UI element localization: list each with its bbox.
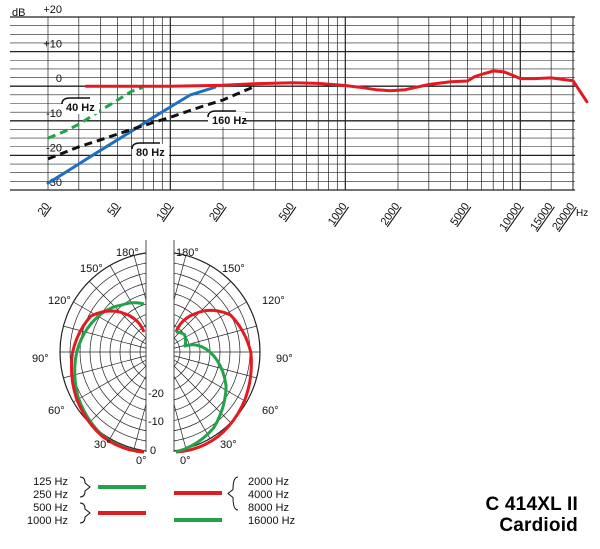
annotation-label: 160 Hz bbox=[212, 115, 247, 127]
x-tick-label: 100 bbox=[154, 201, 174, 223]
annotation-box bbox=[62, 99, 99, 114]
polar-spoke bbox=[73, 351, 161, 403]
y-tick-label: -20 bbox=[46, 142, 62, 154]
polar-angle-label: 60° bbox=[262, 405, 279, 417]
legend-brace bbox=[79, 476, 91, 498]
polar-radial-label: -20 bbox=[148, 388, 164, 400]
annotation-label: 40 Hz bbox=[66, 102, 95, 114]
y-tick-label: -30 bbox=[46, 177, 62, 189]
polar-series-left-red bbox=[70, 309, 146, 454]
x-tick-label: 200 bbox=[207, 201, 227, 223]
polar-spoke bbox=[63, 351, 161, 379]
polar-series-right-green bbox=[175, 330, 228, 454]
y-tick-label: +20 bbox=[43, 4, 62, 16]
x-tick-label: 1000 bbox=[326, 201, 350, 228]
polar-series-right-red bbox=[174, 308, 253, 454]
model-name: C 414XL II bbox=[485, 494, 578, 515]
polar-angle-label: 120° bbox=[262, 295, 285, 307]
polar-angle-label: 180° bbox=[116, 247, 139, 259]
legend-label-right: 4000 Hz bbox=[248, 489, 289, 501]
polar-center-dot bbox=[152, 344, 168, 360]
series-line-80-hz bbox=[46, 85, 217, 185]
x-unit-label: Hz bbox=[576, 208, 588, 219]
annotation-label: 80 Hz bbox=[136, 147, 165, 159]
polar-curves bbox=[70, 301, 253, 454]
polar-radial-label: 0 bbox=[150, 445, 156, 457]
polar-angle-label: 150° bbox=[80, 263, 103, 275]
y-tick-label: 0 bbox=[56, 73, 62, 85]
polar-angle-label: 0° bbox=[136, 455, 147, 467]
legend-label-left: 500 Hz bbox=[33, 502, 68, 514]
annotation-box bbox=[208, 112, 245, 127]
polar-spoke bbox=[73, 301, 161, 353]
annotation-bracket bbox=[131, 142, 160, 150]
polar-pattern-chart: 0° 0° 30° 30° 60° 60° 90° 90° 120° 120° 150° 150° 18… bbox=[32, 236, 293, 467]
polar-spoke bbox=[159, 351, 257, 379]
polar-angle-label: 0° bbox=[180, 455, 191, 467]
legend-label-left: 1000 Hz bbox=[27, 515, 68, 527]
response-annotations: 40 Hz 80 Hz 160 Hz bbox=[61, 97, 247, 159]
y-tick-label: +10 bbox=[43, 39, 62, 51]
x-tick-label: 50 bbox=[105, 201, 122, 218]
legend-label-right: 16000 Hz bbox=[248, 515, 295, 527]
x-tick-label: 20 bbox=[36, 201, 53, 218]
polar-angle-label: 120° bbox=[48, 295, 71, 307]
series-line-flat bbox=[84, 69, 589, 104]
response-curves bbox=[46, 69, 589, 185]
x-tick-label: 500 bbox=[277, 201, 297, 223]
legend-label-right: 8000 Hz bbox=[248, 502, 289, 514]
x-tick-label: 2000 bbox=[379, 201, 403, 228]
polar-angle-label: 30° bbox=[94, 439, 111, 451]
polar-angle-label: 150° bbox=[222, 263, 245, 275]
frequency-response-chart: dB +20 +10 0 -10 -20 -30 20 50 100 200 500 1000 2000 5… bbox=[10, 4, 589, 233]
annotation-bracket bbox=[207, 110, 236, 118]
y-tick-label: -10 bbox=[46, 108, 62, 120]
polar-angle-label: 30° bbox=[220, 439, 237, 451]
polar-angle-label: 90° bbox=[276, 353, 293, 365]
annotation-bracket bbox=[61, 97, 90, 105]
polar-spoke bbox=[159, 301, 247, 353]
legend-label-left: 125 Hz bbox=[33, 476, 68, 488]
x-tick-label: 20000 bbox=[550, 201, 577, 233]
polar-radial-label: -10 bbox=[148, 416, 164, 428]
legend-label-left: 250 Hz bbox=[33, 489, 68, 501]
polar-angle-label: 180° bbox=[176, 247, 199, 259]
polar-angle-label: 90° bbox=[32, 353, 49, 365]
legend-brace bbox=[79, 502, 91, 524]
series-line-40-hz bbox=[47, 85, 144, 140]
response-grid bbox=[10, 16, 575, 191]
x-tick-label: 5000 bbox=[448, 201, 472, 228]
legend-brace bbox=[227, 476, 239, 511]
polar-angle-label: 60° bbox=[48, 405, 65, 417]
pattern-name: Cardioid bbox=[499, 515, 578, 536]
annotation-box bbox=[132, 144, 169, 159]
legend-label-right: 2000 Hz bbox=[248, 476, 289, 488]
y-unit-label: dB bbox=[12, 7, 25, 19]
polar-spoke bbox=[159, 351, 247, 403]
x-tick-label: 10000 bbox=[497, 201, 524, 233]
